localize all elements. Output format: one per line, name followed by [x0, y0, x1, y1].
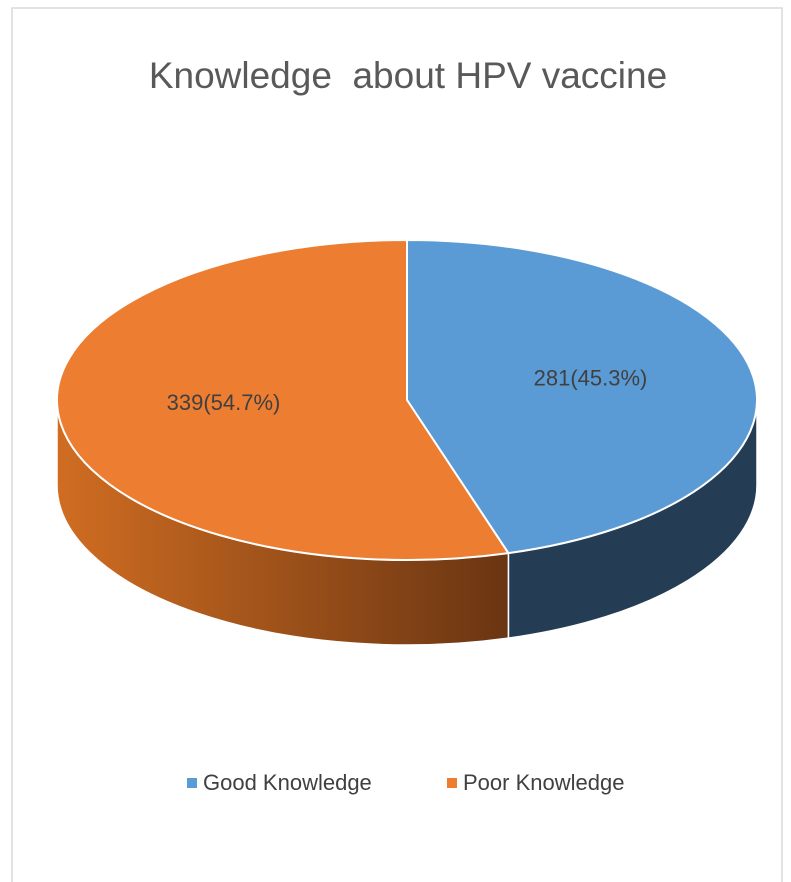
legend-label: Good Knowledge: [203, 770, 372, 795]
legend: Good Knowledge Poor Knowledge: [187, 770, 624, 795]
legend-swatch: [187, 778, 197, 788]
pie-slice: [56, 238, 511, 561]
legend-swatch: [447, 778, 457, 788]
pie: 281(45.3%) 339(54.7%): [56, 238, 758, 646]
chart-border: [11, 7, 783, 882]
legend-label: Poor Knowledge: [463, 770, 624, 795]
pie-slice: [406, 238, 758, 555]
data-label: 339(54.7%): [167, 390, 281, 415]
chart-title: Knowledge about HPV vaccine: [149, 55, 667, 96]
data-label: 281(45.3%): [534, 365, 648, 390]
